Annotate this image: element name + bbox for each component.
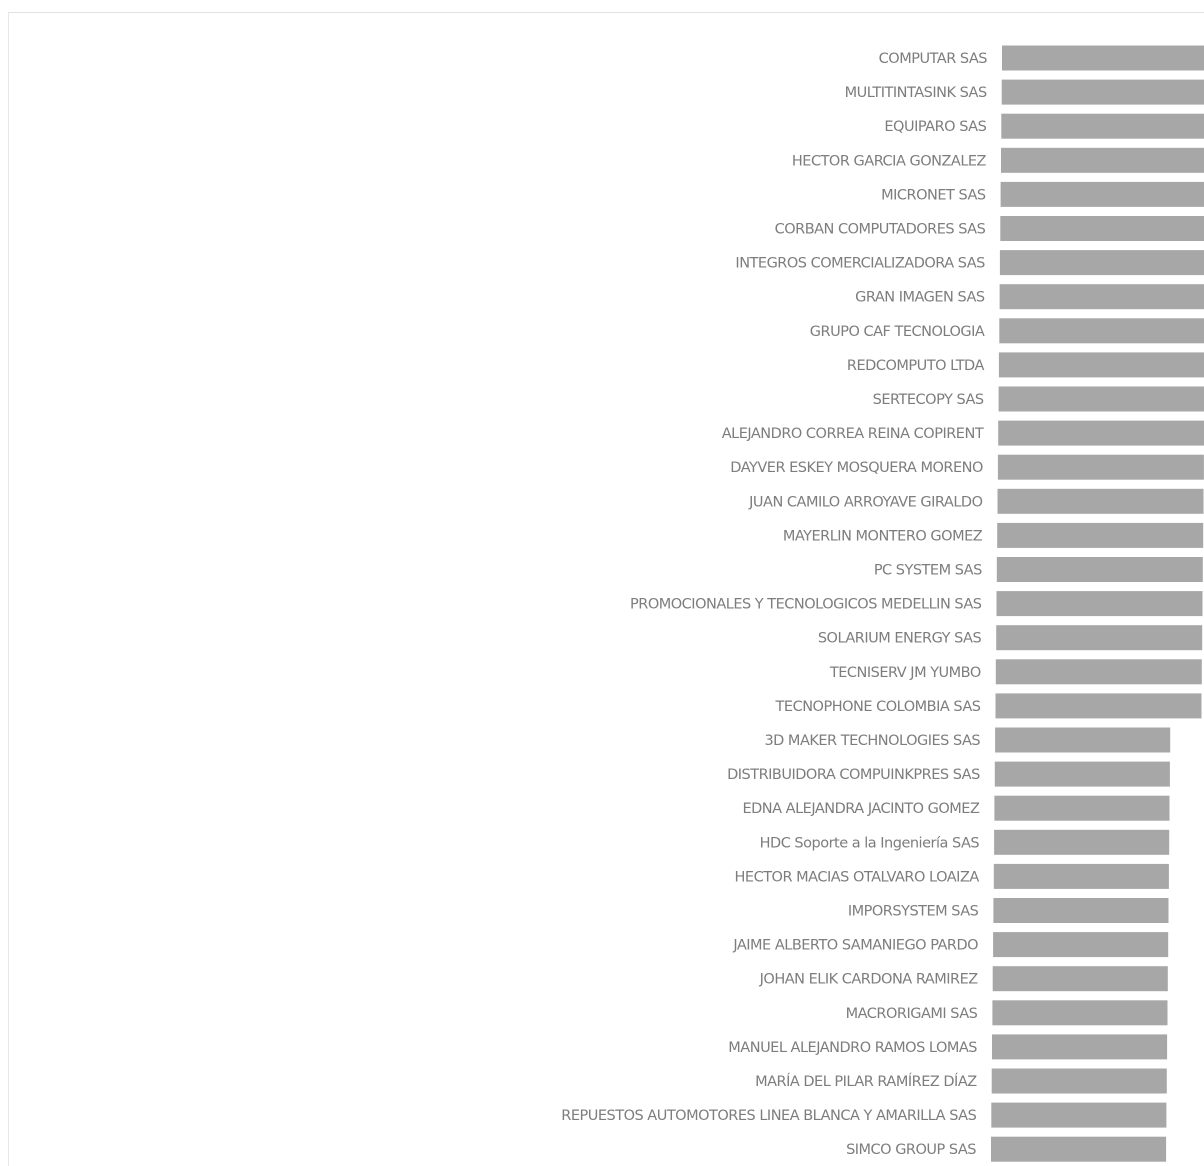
category-label: MICRONET SAS — [881, 187, 986, 203]
bar — [1001, 113, 1204, 139]
category-label: IMPORSYSTEM SAS — [848, 904, 979, 920]
category-label: JUAN CAMILO ARROYAVE GIRALDO — [748, 494, 982, 510]
bar — [1000, 216, 1204, 241]
category-label: MULTITINTASINK SAS — [845, 85, 987, 101]
bar — [993, 898, 1169, 923]
category-label: EQUIPARO SAS — [884, 119, 986, 135]
bar — [994, 829, 1170, 855]
category-label: INTEGROS COMERCIALIZADORA SAS — [735, 256, 985, 272]
bar — [996, 591, 1203, 617]
bar — [993, 863, 1169, 889]
category-label: JAIME ALBERTO SAMANIEGO PARDO — [732, 938, 978, 954]
category-label: PC SYSTEM SAS — [874, 563, 982, 579]
bar — [992, 1000, 1168, 1026]
category-label: PROMOCIONALES Y TECNOLOGICOS MEDELLIN SA… — [630, 597, 982, 613]
category-label: MARÍA DEL PILAR RAMÍREZ DÍAZ — [755, 1073, 977, 1090]
category-label: SIMCO GROUP SAS — [846, 1142, 976, 1158]
category-label: DISTRIBUIDORA COMPUINKPRES SAS — [727, 767, 980, 783]
bar — [999, 250, 1204, 276]
bar — [998, 420, 1204, 446]
category-label: TECNISERV JM YUMBO — [829, 665, 981, 681]
bar — [997, 454, 1204, 480]
bar — [991, 1102, 1167, 1128]
bar — [1001, 147, 1204, 173]
bar — [1000, 181, 1204, 207]
category-label: GRAN IMAGEN SAS — [855, 290, 985, 306]
bar — [1002, 45, 1204, 71]
bar — [991, 1136, 1167, 1162]
category-label: REPUESTOS AUTOMOTORES LINEA BLANCA Y AMA… — [561, 1108, 976, 1124]
bar — [996, 557, 1203, 582]
bar — [997, 488, 1204, 514]
bar — [1001, 79, 1204, 105]
bar — [995, 659, 1202, 685]
category-label: ALEJANDRO CORREA REINA COPIRENT — [722, 426, 984, 442]
category-label: 3D MAKER TECHNOLOGIES SAS — [764, 733, 980, 749]
category-label: SERTECOPY SAS — [873, 392, 984, 408]
category-label: EDNA ALEJANDRA JACINTO GOMEZ — [742, 801, 979, 817]
category-label: GRUPO CAF TECNOLOGIA — [810, 324, 985, 340]
category-label: SOLARIUM ENERGY SAS — [818, 631, 982, 647]
bar — [995, 693, 1202, 719]
category-label: HDC Soporte a la Ingeniería SAS — [760, 835, 980, 851]
bar — [992, 966, 1168, 992]
bar — [994, 795, 1170, 821]
bar — [997, 522, 1204, 548]
bar — [994, 761, 1170, 787]
category-label: TECNOPHONE COLOMBIA SAS — [775, 699, 981, 715]
bar — [992, 1034, 1168, 1060]
bar — [999, 284, 1204, 310]
bar — [991, 1068, 1167, 1094]
bar — [996, 625, 1203, 651]
category-label: CORBAN COMPUTADORES SAS — [775, 222, 986, 238]
category-label: MANUEL ALEJANDRO RAMOS LOMAS — [728, 1040, 977, 1056]
category-label: MACRORIGAMI SAS — [846, 1006, 978, 1022]
bar — [995, 727, 1171, 753]
chart-frame-left — [8, 12, 9, 1166]
bar — [999, 318, 1204, 344]
category-label: MAYERLIN MONTERO GOMEZ — [783, 528, 983, 544]
bar — [998, 352, 1204, 378]
chart-frame-top — [8, 12, 1204, 13]
category-label: DAYVER ESKEY MOSQUERA MORENO — [730, 460, 983, 476]
category-label: HECTOR MACIAS OTALVARO LOAIZA — [735, 869, 980, 885]
bar — [998, 386, 1204, 412]
category-label: JOHAN ELIK CARDONA RAMIREZ — [759, 972, 979, 988]
category-label: COMPUTAR SAS — [879, 51, 988, 67]
bar — [993, 932, 1169, 958]
category-label: HECTOR GARCIA GONZALEZ — [792, 153, 987, 169]
category-label: REDCOMPUTO LTDA — [847, 358, 985, 374]
